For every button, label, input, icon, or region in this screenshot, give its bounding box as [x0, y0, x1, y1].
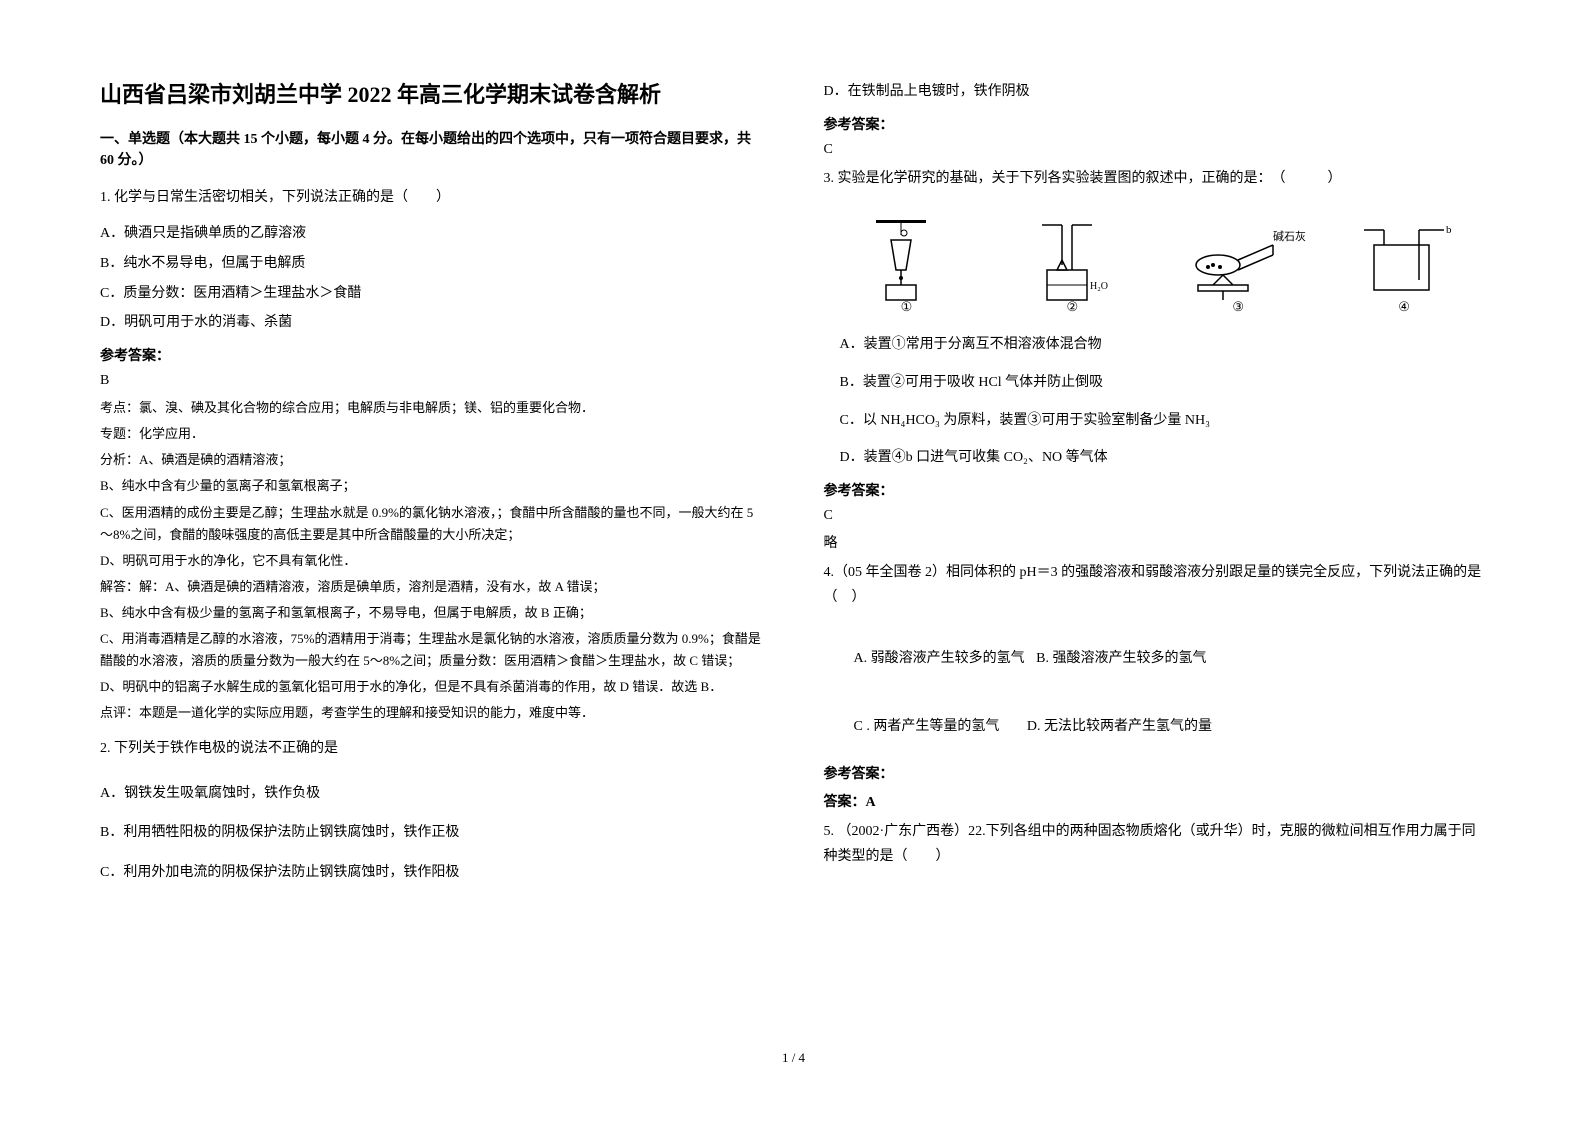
diagram-1: ① — [846, 215, 966, 315]
q1-explain-4: B、纯水中含有少量的氢离子和氢氧根离子； — [100, 475, 764, 497]
q1-explain-3: 分析：A、碘酒是碘的酒精溶液； — [100, 449, 764, 471]
b-label: b — [1446, 224, 1452, 236]
q2-option-d: D．在铁制品上电镀时，铁作阴极 — [824, 80, 1488, 104]
q1-option-a: A．碘酒只是指碘单质的乙醇溶液 — [100, 222, 764, 246]
q1-answer-label: 参考答案： — [100, 345, 764, 365]
q4-option-a: A. 弱酸溶液产生较多的氢气 — [854, 651, 1025, 666]
q1-explain-6: D、明矾可用于水的净化，它不具有氧化性． — [100, 550, 764, 572]
q1-option-b: B．纯水不易导电，但属于电解质 — [100, 252, 764, 276]
q1-explain-11: 点评：本题是一道化学的实际应用题，考查学生的理解和接受知识的能力，难度中等． — [100, 702, 764, 724]
q3-option-b: B．装置②可用于吸收 HCl 气体并防止倒吸 — [840, 371, 1488, 395]
diagram-2-label: ② — [1066, 299, 1078, 315]
h2o-label: H₂O — [1090, 281, 1108, 292]
q5-stem: 5. （2002·广东广西卷）22.下列各组中的两种固态物质熔化（或升华）时，克… — [824, 819, 1488, 869]
diagram-4-label: ④ — [1398, 299, 1410, 315]
q2-option-b: B．利用牺牲阳极的阴极保护法防止钢铁腐蚀时，铁作正极 — [100, 821, 764, 845]
q1-option-c: C．质量分数：医用酒精＞生理盐水＞食醋 — [100, 282, 764, 306]
absorption-flask-icon: H₂O — [1012, 215, 1132, 305]
section-header: 一、单选题（本大题共 15 个小题，每小题 4 分。在每小题给出的四个选项中，只… — [100, 129, 764, 171]
gas-collection-icon: b — [1344, 215, 1464, 305]
separating-funnel-icon — [846, 215, 966, 305]
q3-diagrams: ① H₂O ② — [824, 215, 1488, 315]
diagram-1-label: ① — [901, 299, 913, 315]
q2-answer: C — [824, 142, 1488, 158]
diagram-4: b ④ — [1344, 215, 1464, 315]
q1-explain-7: 解答：解：A、碘酒是碘的酒精溶液，溶质是碘单质，溶剂是酒精，没有水，故 A 错误… — [100, 576, 764, 598]
page-title: 山西省吕梁市刘胡兰中学 2022 年高三化学期末试卷含解析 — [100, 80, 764, 111]
q4-stem: 4.（05 年全国卷 2）相同体积的 pH＝3 的强酸溶液和弱酸溶液分别跟足量的… — [824, 560, 1488, 610]
q1-option-d: D．明矾可用于水的消毒、杀菌 — [100, 311, 764, 335]
q3-explain: 略 — [824, 532, 1488, 552]
page-footer: 1 / 4 — [100, 1050, 1487, 1066]
q1-explain-9: C、用消毒酒精是乙醇的水溶液，75%的酒精用于消毒；生理盐水是氯化钠的水溶液，溶… — [100, 628, 764, 672]
q2-stem: 2. 下列关于铁作电极的说法不正确的是 — [100, 736, 764, 761]
q1-explain-1: 考点：氯、溴、碘及其化合物的综合应用；电解质与非电解质；镁、铝的重要化合物． — [100, 397, 764, 419]
q2-option-c: C．利用外加电流的阴极保护法防止钢铁腐蚀时，铁作阳极 — [100, 861, 764, 885]
q3-answer-label: 参考答案： — [824, 480, 1488, 500]
q4-answer: 答案：A — [824, 791, 1488, 811]
q4-option-b: B. 强酸溶液产生较多的氢气 — [1036, 651, 1206, 666]
q3-option-d: D．装置④b 口进气可收集 CO₂、NO 等气体 — [840, 446, 1488, 470]
heating-tube-icon: 碱石灰 — [1178, 215, 1328, 305]
left-column: 山西省吕梁市刘胡兰中学 2022 年高三化学期末试卷含解析 一、单选题（本大题共… — [100, 80, 764, 1040]
q1-explain-5: C、医用酒精的成份主要是乙醇；生理盐水就是 0.9%的氯化钠水溶液，；食醋中所含… — [100, 502, 764, 546]
q1-explain-2: 专题：化学应用． — [100, 423, 764, 445]
q3-option-c: C．以 NH₄HCO₃ 为原料，装置③可用于实验室制备少量 NH₃ — [840, 409, 1488, 433]
q4-options-cd: C . 两者产生等量的氢气 D. 无法比较两者产生氢气的量 — [824, 715, 1488, 735]
diagram-3-label: ③ — [1232, 299, 1244, 315]
page-columns: 山西省吕梁市刘胡兰中学 2022 年高三化学期末试卷含解析 一、单选题（本大题共… — [100, 80, 1487, 1040]
q3-stem: 3. 实验是化学研究的基础，关于下列各实验装置图的叙述中，正确的是： （ ） — [824, 166, 1488, 191]
right-column: D．在铁制品上电镀时，铁作阴极 参考答案： C 3. 实验是化学研究的基础，关于… — [824, 80, 1488, 1040]
q3-option-a: A．装置①常用于分离互不相溶液体混合物 — [840, 333, 1488, 357]
q1-answer: B — [100, 373, 764, 389]
q4-answer-label: 参考答案： — [824, 763, 1488, 783]
q2-answer-label: 参考答案： — [824, 114, 1488, 134]
diagram-2: H₂O ② — [1012, 215, 1132, 315]
q4-options-ab: A. 弱酸溶液产生较多的氢气 B. 强酸溶液产生较多的氢气 — [824, 647, 1488, 667]
q1-stem: 1. 化学与日常生活密切相关，下列说法正确的是（ ） — [100, 185, 764, 210]
q2-option-a: A．钢铁发生吸氧腐蚀时，铁作负极 — [100, 782, 764, 806]
q1-explain-8: B、纯水中含有极少量的氢离子和氢氧根离子，不易导电，但属于电解质，故 B 正确； — [100, 602, 764, 624]
q4-option-c: C . 两者产生等量的氢气 — [854, 719, 1000, 734]
q1-explain-10: D、明矾中的铝离子水解生成的氢氧化铝可用于水的净化，但是不具有杀菌消毒的作用，故… — [100, 676, 764, 698]
alkali-label: 碱石灰 — [1273, 229, 1306, 243]
q3-answer: C — [824, 508, 1488, 524]
q4-option-d: D. 无法比较两者产生氢气的量 — [1027, 719, 1212, 734]
diagram-3: 碱石灰 ③ — [1178, 215, 1298, 315]
